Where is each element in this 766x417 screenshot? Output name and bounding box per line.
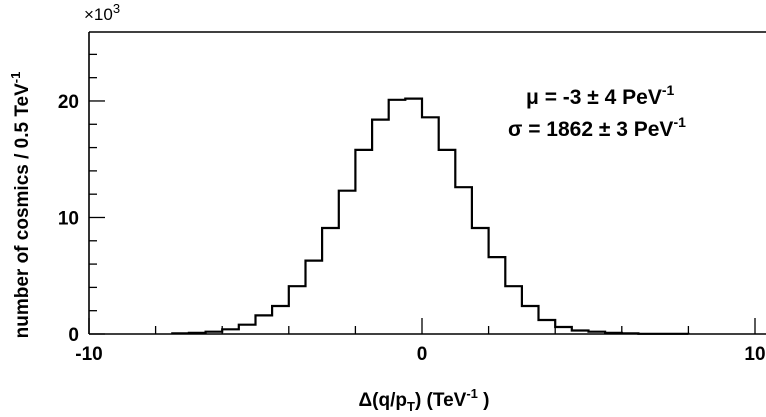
y-tick-label: 10	[58, 208, 79, 229]
y-tick-label: 20	[58, 92, 79, 113]
y-axis-title: number of cosmics / 0.5 TeV-1	[8, 72, 33, 339]
frame-layer	[88, 31, 766, 335]
y-multiplier: ×103	[84, 1, 120, 24]
sigma-stat: σ = 1862 ± 3 PeV-1	[508, 114, 686, 141]
x-tick-label: -10	[75, 344, 102, 365]
histogram-series	[171, 97, 690, 335]
x-tick-label: 0	[417, 344, 428, 365]
x-tick-label: 10	[744, 344, 765, 365]
x-axis-title: Δ(q/pT) (TeV-1 )	[359, 386, 490, 414]
mu-stat: μ = -3 ± 4 PeV-1	[526, 82, 675, 109]
y-tick-label: 0	[68, 325, 79, 346]
